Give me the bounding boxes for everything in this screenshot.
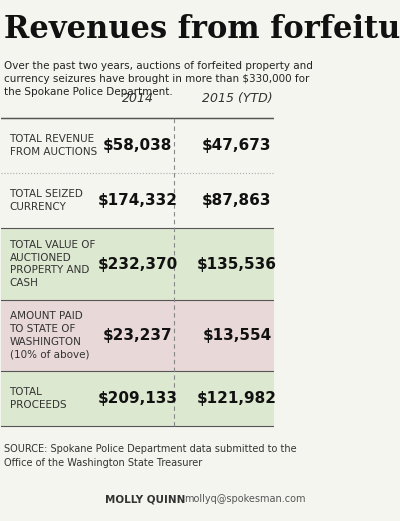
Text: $174,332: $174,332 — [98, 193, 178, 208]
Text: mollyq@spokesman.com: mollyq@spokesman.com — [184, 494, 305, 504]
Text: 2015 (YTD): 2015 (YTD) — [202, 92, 272, 105]
Text: $13,554: $13,554 — [202, 328, 272, 343]
Bar — [1, 228, 274, 300]
Text: 2014: 2014 — [122, 92, 154, 105]
Text: MOLLY QUINN: MOLLY QUINN — [105, 494, 185, 504]
Text: Over the past two years, auctions of forfeited property and
currency seizures ha: Over the past two years, auctions of for… — [4, 61, 313, 97]
Text: $135,536: $135,536 — [197, 256, 277, 271]
Bar — [1, 371, 274, 426]
Text: TOTAL
PROCEEDS: TOTAL PROCEEDS — [10, 387, 66, 410]
Text: $121,982: $121,982 — [197, 391, 277, 406]
Text: $232,370: $232,370 — [97, 256, 178, 271]
Text: TOTAL REVENUE
FROM AUCTIONS: TOTAL REVENUE FROM AUCTIONS — [10, 134, 97, 157]
Text: SOURCE: Spokane Police Department data submitted to the
Office of the Washington: SOURCE: Spokane Police Department data s… — [4, 444, 297, 468]
Text: Revenues from forfeiture: Revenues from forfeiture — [4, 15, 400, 45]
Text: TOTAL SEIZED
CURRENCY: TOTAL SEIZED CURRENCY — [10, 189, 84, 212]
Text: $47,673: $47,673 — [202, 138, 272, 153]
Text: $23,237: $23,237 — [103, 328, 172, 343]
Text: TOTAL VALUE OF
AUCTIONED
PROPERTY AND
CASH: TOTAL VALUE OF AUCTIONED PROPERTY AND CA… — [10, 240, 96, 288]
Text: $87,863: $87,863 — [202, 193, 272, 208]
Text: AMOUNT PAID
TO STATE OF
WASHINGTON
(10% of above): AMOUNT PAID TO STATE OF WASHINGTON (10% … — [10, 311, 89, 359]
Text: $58,038: $58,038 — [103, 138, 172, 153]
Text: $209,133: $209,133 — [98, 391, 178, 406]
Bar — [1, 300, 274, 371]
